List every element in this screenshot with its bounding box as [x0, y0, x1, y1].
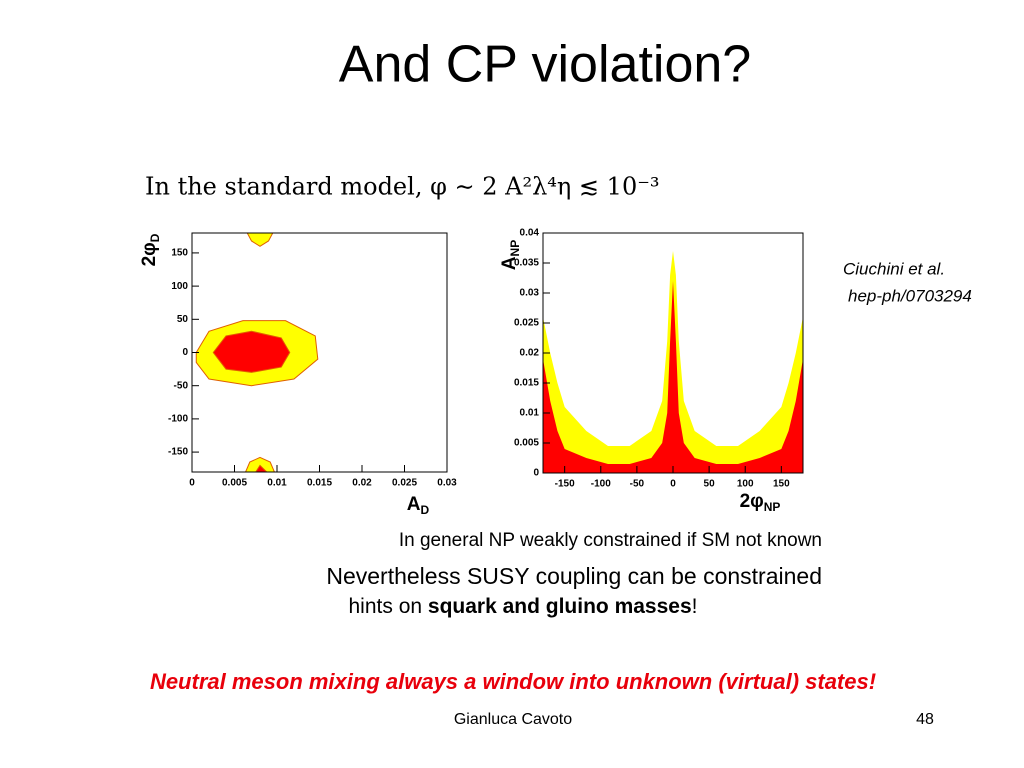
x-tick-label: 50 [704, 479, 716, 490]
x-tick-label: 100 [737, 479, 754, 490]
y-tick-label: -50 [174, 380, 189, 391]
x-tick-label: 0.03 [437, 478, 457, 489]
y-axis-label: ANP [499, 240, 522, 270]
x-tick-label: 0.02 [352, 478, 372, 489]
x-axis-label-main: 2φ [740, 491, 764, 512]
x-axis-label-sub: D [421, 503, 430, 517]
x-tick-label: 0 [189, 478, 195, 489]
y-tick-label: 0.03 [520, 288, 540, 299]
x-tick-label: 0.015 [307, 478, 332, 489]
y-axis-label-sub: D [148, 233, 162, 242]
y-tick-label: 0 [533, 468, 539, 479]
x-axis-label-main: A [407, 494, 421, 515]
y-tick-label: 0.025 [514, 318, 539, 329]
y-tick-label: 0.005 [514, 438, 539, 449]
y-tick-label: 0.04 [520, 228, 540, 239]
y-tick-label: 0.01 [520, 408, 540, 419]
x-tick-label: -100 [591, 479, 611, 490]
note: In general NP weakly constrained if SM n… [399, 530, 822, 551]
y-axis-label-main: A [499, 256, 520, 270]
note-bold: squark and gluino masses [428, 595, 692, 618]
x-axis-label-sub: NP [764, 500, 781, 514]
citation: Ciuchini et al. [843, 259, 945, 278]
y-axis-label-main: 2φ [139, 242, 160, 266]
y-tick-label: -100 [168, 414, 188, 425]
footer-author: Gianluca Cavoto [454, 711, 572, 728]
area [543, 281, 803, 473]
y-tick-label: 150 [171, 248, 188, 259]
x-tick-label: 0.01 [267, 478, 287, 489]
x-tick-label: 0 [670, 479, 676, 490]
note-text: ! [692, 595, 698, 618]
page-number: 48 [916, 711, 934, 728]
y-axis-label: 2φD [139, 233, 162, 266]
note: hints on squark and gluino masses! [349, 595, 698, 618]
y-tick-label: 0 [182, 347, 188, 358]
contour-region [212, 330, 291, 373]
note-text: hints on [349, 595, 428, 618]
x-tick-label: 0.025 [392, 478, 417, 489]
plot [195, 232, 319, 473]
x-tick-label: -50 [630, 479, 645, 490]
y-axis-label-sub: NP [508, 240, 522, 257]
y-tick-label: 50 [177, 314, 189, 325]
conclusion: Neutral meson mixing always a window int… [150, 669, 876, 694]
y-tick-label: -150 [168, 447, 188, 458]
x-axis-label: AD [407, 494, 430, 517]
y-tick-label: 100 [171, 281, 188, 292]
citation: hep-ph/0703294 [848, 286, 972, 305]
note: Nevertheless SUSY coupling can be constr… [326, 563, 822, 589]
x-tick-label: 150 [773, 479, 790, 490]
x-tick-label: -150 [555, 479, 575, 490]
formula: In the standard model, φ ∼ 2 A²λ⁴η ≲ 10⁻… [145, 173, 660, 201]
y-tick-label: 0.035 [514, 258, 539, 269]
y-tick-label: 0.02 [520, 348, 540, 359]
x-tick-label: 0.005 [222, 478, 247, 489]
y-tick-label: 0.015 [514, 378, 539, 389]
plot [543, 251, 803, 473]
x-axis-label: 2φNP [740, 491, 781, 514]
slide-title: And CP violation? [339, 36, 751, 94]
